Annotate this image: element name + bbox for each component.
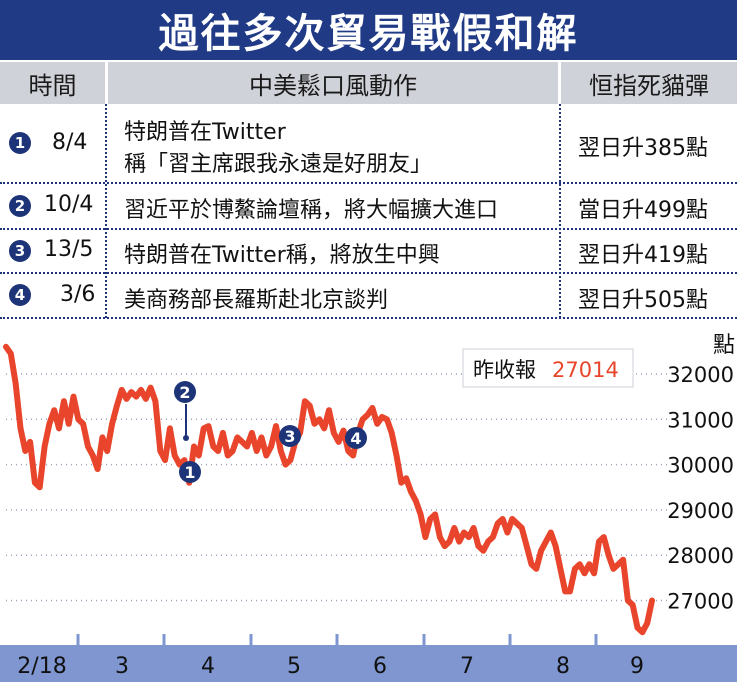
- row-date: 10/4: [44, 192, 94, 217]
- row-divider: [0, 182, 737, 184]
- event-marker: [279, 425, 301, 447]
- header-date-label: 時間: [28, 71, 77, 100]
- row-action: 習近平於博鰲論壇稱，將大幅擴大進口: [124, 198, 499, 223]
- table-row: 1 8/4 特朗普在Twitter 稱「習主席跟我永遠是好朋友」 翌日升385點: [0, 104, 737, 182]
- row-marker: 4: [9, 284, 31, 306]
- close-annotation-label: 昨收報: [473, 358, 536, 382]
- page-title: 過往多次貿易戰假和解: [158, 11, 579, 57]
- row-date: 8/4: [52, 130, 88, 155]
- column-divider: [105, 104, 107, 318]
- column-divider: [559, 104, 561, 318]
- row-action: 特朗普在Twitter: [124, 120, 286, 145]
- close-annotation-value: 27014: [552, 358, 619, 382]
- row-date: 13/5: [44, 237, 94, 262]
- row-divider: [0, 228, 737, 230]
- series-line: [3, 343, 655, 636]
- x-tick-label: 3: [115, 654, 129, 679]
- row-marker: 1: [9, 132, 31, 154]
- row-divider: [0, 317, 737, 319]
- x-axis-bar: [0, 645, 737, 682]
- y-tick-label: 28000: [667, 544, 734, 568]
- header-date: 時間: [0, 62, 105, 104]
- x-tick-label: 8: [556, 654, 570, 679]
- event-marker: [345, 427, 367, 449]
- event-marker: [179, 461, 201, 483]
- event-marker-label: 1: [184, 463, 195, 482]
- x-tick-label: 9: [630, 654, 644, 679]
- x-tick-label: 4: [201, 654, 215, 679]
- table-row: 2 10/4 習近平於博鰲論壇稱，將大幅擴大進口 當日升499點: [0, 184, 737, 228]
- header-rebound: 恒指死貓彈: [561, 62, 737, 104]
- event-marker: [174, 381, 196, 403]
- header-action-label: 中美鬆口風動作: [249, 71, 417, 100]
- x-tick-label: 6: [373, 654, 387, 679]
- event-marker-label: 4: [350, 429, 361, 448]
- event-marker-label: 3: [284, 427, 295, 446]
- row-date: 3/6: [60, 282, 96, 307]
- y-tick-label: 29000: [667, 499, 734, 523]
- header-action: 中美鬆口風動作: [108, 62, 558, 104]
- table-row: 4 3/6 美商務部長羅斯赴北京談判 翌日升505點: [0, 274, 737, 317]
- row-rebound: 翌日升505點: [578, 288, 708, 313]
- row-rebound: 翌日升385點: [578, 136, 708, 161]
- close-annotation-box: [462, 348, 634, 388]
- row-rebound: 翌日升419點: [578, 243, 708, 268]
- table-row: 3 13/5 特朗普在Twitter稱，將放生中興 翌日升419點: [0, 230, 737, 272]
- y-tick-label: 31000: [667, 408, 734, 432]
- row-action: 特朗普在Twitter稱，將放生中興: [124, 243, 440, 268]
- row-rebound: 當日升499點: [578, 198, 708, 223]
- x-tick-label: 5: [287, 654, 301, 679]
- title-bar: 過往多次貿易戰假和解: [0, 0, 737, 60]
- y-tick-label: 32000: [667, 363, 734, 387]
- header-rebound-label: 恒指死貓彈: [589, 71, 709, 100]
- y-tick-label: 27000: [667, 590, 734, 614]
- row-marker: 2: [9, 195, 31, 217]
- y-axis-label: 點: [713, 333, 735, 358]
- x-tick-label: 2/18: [17, 654, 66, 679]
- row-action: 美商務部長羅斯赴北京談判: [124, 288, 389, 313]
- row-marker: 3: [9, 240, 31, 262]
- row-divider: [0, 272, 737, 274]
- y-tick-label: 30000: [667, 454, 734, 478]
- event-marker-label: 2: [179, 383, 190, 402]
- row-action-line2: 稱「習主席跟我永遠是好朋友」: [124, 152, 433, 177]
- x-tick-label: 7: [460, 654, 474, 679]
- marker-dot: [183, 435, 189, 441]
